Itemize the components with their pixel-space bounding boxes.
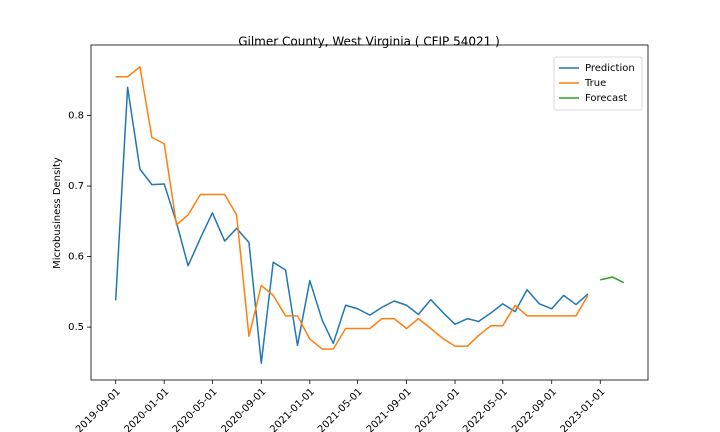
- y-tick-label: 0.8: [68, 111, 84, 122]
- y-tick-label: 0.6: [68, 252, 84, 263]
- y-tick-label: 0.7: [68, 181, 84, 192]
- series-line: [114, 86, 589, 364]
- series-line: [600, 276, 625, 284]
- legend: Prediction True Forecast: [553, 56, 643, 111]
- y-tick-label: 0.5: [68, 322, 84, 333]
- y-axis-label: Microbusiness Density: [52, 157, 63, 269]
- legend-label: Forecast: [585, 93, 627, 104]
- legend-box: [553, 56, 643, 111]
- legend-label: Prediction: [585, 63, 635, 74]
- plot-frame: [90, 44, 649, 381]
- series-line: [115, 66, 589, 350]
- chart-title: Gilmer County, West Virginia ( CFIP 5402…: [238, 35, 500, 49]
- legend-label: True: [584, 78, 606, 89]
